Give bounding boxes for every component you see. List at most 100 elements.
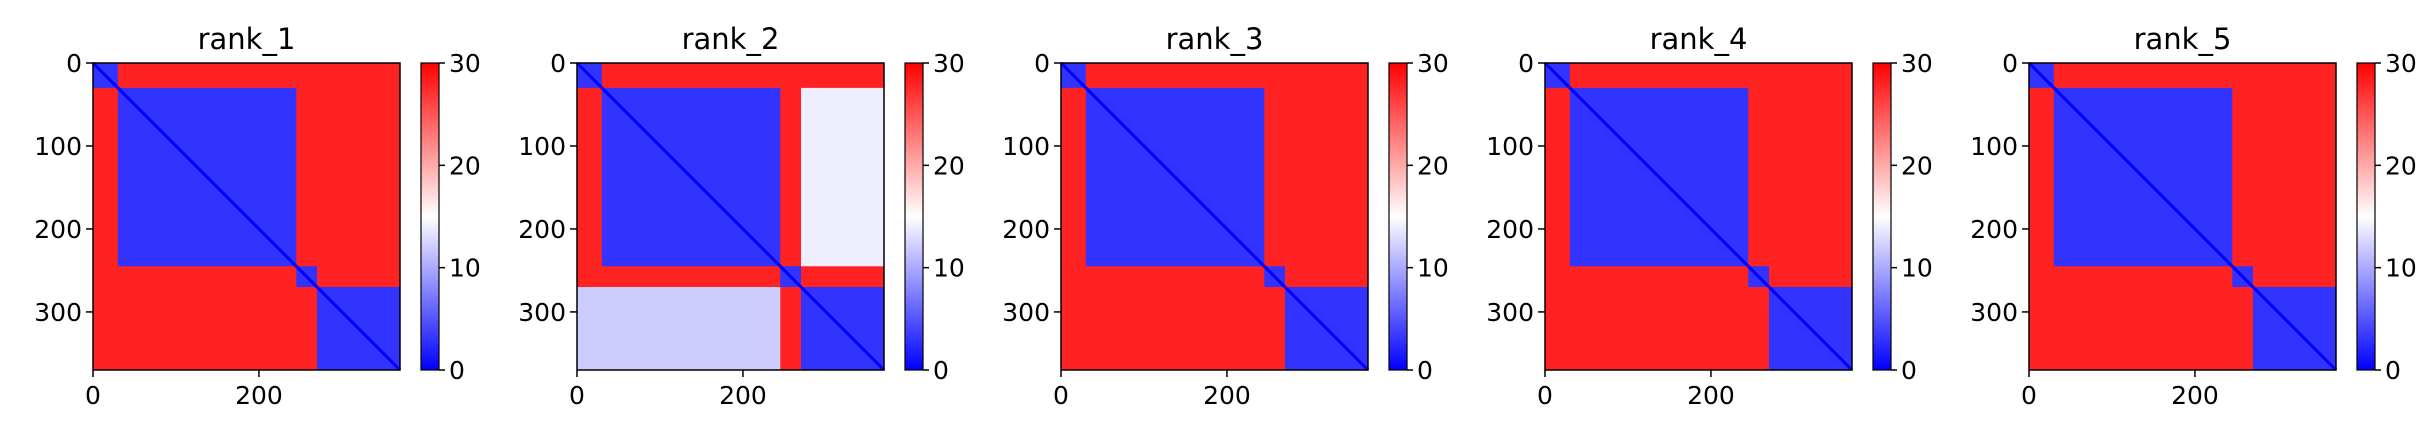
heatmap-panel-4: rank_4 0 100 200 300 0 200 0 10 20 30 (1486, 22, 1933, 410)
y-tick-label: 200 (34, 215, 82, 244)
x-tick-label: 200 (1687, 381, 1735, 410)
heatmap-block (601, 63, 781, 89)
y-tick-label: 100 (1002, 132, 1050, 161)
x-tick-label: 200 (235, 381, 283, 410)
heatmap-diagonal (575, 61, 886, 372)
heatmap-block (2232, 63, 2254, 89)
heatmap-block (801, 63, 885, 89)
y-tick-label: 200 (1970, 215, 2018, 244)
y-tick-label: 200 (518, 215, 566, 244)
heatmap-diagonal (1059, 61, 1370, 372)
y-tick-label: 0 (1034, 49, 1050, 78)
y-tick-label: 300 (1486, 298, 1534, 327)
colorbar-tick-label: 30 (1901, 49, 1933, 78)
heatmap-block (780, 287, 802, 371)
heatmap-block (780, 63, 802, 89)
heatmap-block (1085, 63, 1265, 89)
colorbar-tick-label: 0 (1901, 356, 1917, 385)
heatmap-block (117, 63, 297, 89)
y-tick-label: 300 (518, 298, 566, 327)
heatmap-block (601, 266, 781, 288)
heatmap-block (2029, 87, 2055, 267)
heatmap-block (2053, 287, 2233, 371)
y-tick-label: 0 (1518, 49, 1534, 78)
y-tick-label: 300 (1970, 298, 2018, 327)
heatmap-block (93, 266, 119, 288)
y-tick-label: 300 (1002, 298, 1050, 327)
x-tick-label: 200 (1203, 381, 1251, 410)
y-tick-label: 100 (1486, 132, 1534, 161)
panel-title: rank_2 (682, 22, 780, 56)
heatmap-block (1085, 287, 1265, 371)
panel-title: rank_3 (1166, 22, 1264, 56)
x-tick-label: 0 (85, 381, 101, 410)
heatmap-block (1285, 266, 1369, 288)
heatmap-block (1769, 63, 1853, 89)
y-tick-label: 200 (1486, 215, 1534, 244)
x-tick-label: 200 (2171, 381, 2219, 410)
heatmap-block (601, 287, 781, 371)
y-tick-label: 0 (550, 49, 566, 78)
heatmap-block (317, 266, 401, 288)
heatmap-block (296, 63, 318, 89)
y-tick-label: 100 (34, 132, 82, 161)
colorbar-tick-label: 10 (1417, 254, 1449, 283)
heatmap-diagonal (91, 61, 402, 372)
heatmap-block (1569, 266, 1749, 288)
heatmap-block (801, 266, 885, 288)
heatmap-block (317, 63, 401, 89)
heatmap-panel-5: rank_5 0 100 200 300 0 200 0 10 20 30 (1970, 22, 2417, 410)
colorbar-tick-label: 0 (1417, 356, 1433, 385)
colorbar-tick-label: 30 (2385, 49, 2417, 78)
heatmap-block (1748, 63, 1770, 89)
heatmap-block (1264, 287, 1286, 371)
colorbar-tick-label: 20 (1417, 151, 1449, 180)
heatmap-block (117, 287, 297, 371)
heatmap-block (1061, 287, 1087, 371)
heatmap-block (2053, 63, 2233, 89)
colorbar (420, 62, 440, 371)
heatmap-block (117, 266, 297, 288)
heatmap-block (93, 87, 119, 267)
heatmap-block (1545, 287, 1571, 371)
heatmap-block (1569, 287, 1749, 371)
heatmap-block (1085, 266, 1265, 288)
x-tick-label: 0 (1537, 381, 1553, 410)
panel-title: rank_5 (2134, 22, 2232, 56)
heatmap-block (317, 87, 401, 267)
y-tick-label: 100 (1970, 132, 2018, 161)
heatmap-block (1061, 266, 1087, 288)
colorbar (2356, 62, 2376, 371)
heatmap-panel-3: rank_3 0 100 200 300 0 200 0 10 20 30 (1002, 22, 1449, 410)
colorbar-tick-label: 0 (933, 356, 949, 385)
heatmap-block (1569, 63, 1749, 89)
heatmap-block (2253, 87, 2337, 267)
colorbar-tick-label: 30 (449, 49, 481, 78)
colorbar (904, 62, 924, 371)
heatmap-block (1285, 87, 1369, 267)
x-tick-label: 0 (2021, 381, 2037, 410)
heatmap-block (2232, 87, 2254, 267)
colorbar-tick-label: 20 (933, 151, 965, 180)
axes-frame (2028, 62, 2337, 371)
heatmap-block (1748, 87, 1770, 267)
axes-frame (1060, 62, 1369, 371)
colorbar-tick-label: 10 (1901, 254, 1933, 283)
colorbar-tick-label: 10 (449, 254, 481, 283)
heatmap-block (1264, 87, 1286, 267)
heatmap-diagonal (1543, 61, 1854, 372)
colorbar-tick-label: 30 (1417, 49, 1449, 78)
y-tick-label: 0 (66, 49, 82, 78)
colorbar-tick-label: 10 (2385, 254, 2417, 283)
colorbar (1872, 62, 1892, 371)
y-tick-label: 200 (1002, 215, 1050, 244)
heatmap-block (2232, 287, 2254, 371)
heatmap-block (780, 87, 802, 267)
heatmap-block (1545, 266, 1571, 288)
y-tick-label: 0 (2002, 49, 2018, 78)
panel-title: rank_4 (1650, 22, 1748, 56)
heatmap-block (2253, 63, 2337, 89)
heatmap-block (577, 287, 603, 371)
axes-frame (576, 62, 885, 371)
